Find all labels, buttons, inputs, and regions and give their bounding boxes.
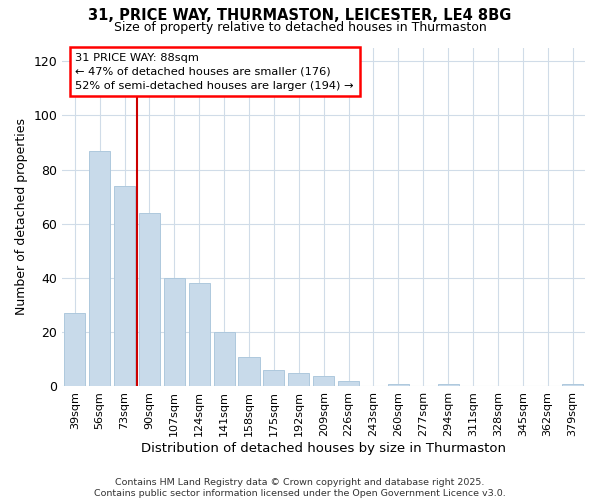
X-axis label: Distribution of detached houses by size in Thurmaston: Distribution of detached houses by size … <box>141 442 506 455</box>
Text: 31, PRICE WAY, THURMASTON, LEICESTER, LE4 8BG: 31, PRICE WAY, THURMASTON, LEICESTER, LE… <box>88 8 512 22</box>
Bar <box>288 373 310 386</box>
Bar <box>114 186 135 386</box>
Bar <box>263 370 284 386</box>
Bar <box>238 356 260 386</box>
Text: Contains HM Land Registry data © Crown copyright and database right 2025.
Contai: Contains HM Land Registry data © Crown c… <box>94 478 506 498</box>
Bar <box>388 384 409 386</box>
Text: Size of property relative to detached houses in Thurmaston: Size of property relative to detached ho… <box>113 21 487 34</box>
Text: 31 PRICE WAY: 88sqm
← 47% of detached houses are smaller (176)
52% of semi-detac: 31 PRICE WAY: 88sqm ← 47% of detached ho… <box>76 52 354 90</box>
Bar <box>89 150 110 386</box>
Bar <box>562 384 583 386</box>
Bar <box>214 332 235 386</box>
Bar <box>139 213 160 386</box>
Bar <box>313 376 334 386</box>
Bar <box>338 381 359 386</box>
Bar <box>164 278 185 386</box>
Y-axis label: Number of detached properties: Number of detached properties <box>15 118 28 316</box>
Bar <box>437 384 458 386</box>
Bar <box>188 284 210 387</box>
Bar <box>64 313 85 386</box>
